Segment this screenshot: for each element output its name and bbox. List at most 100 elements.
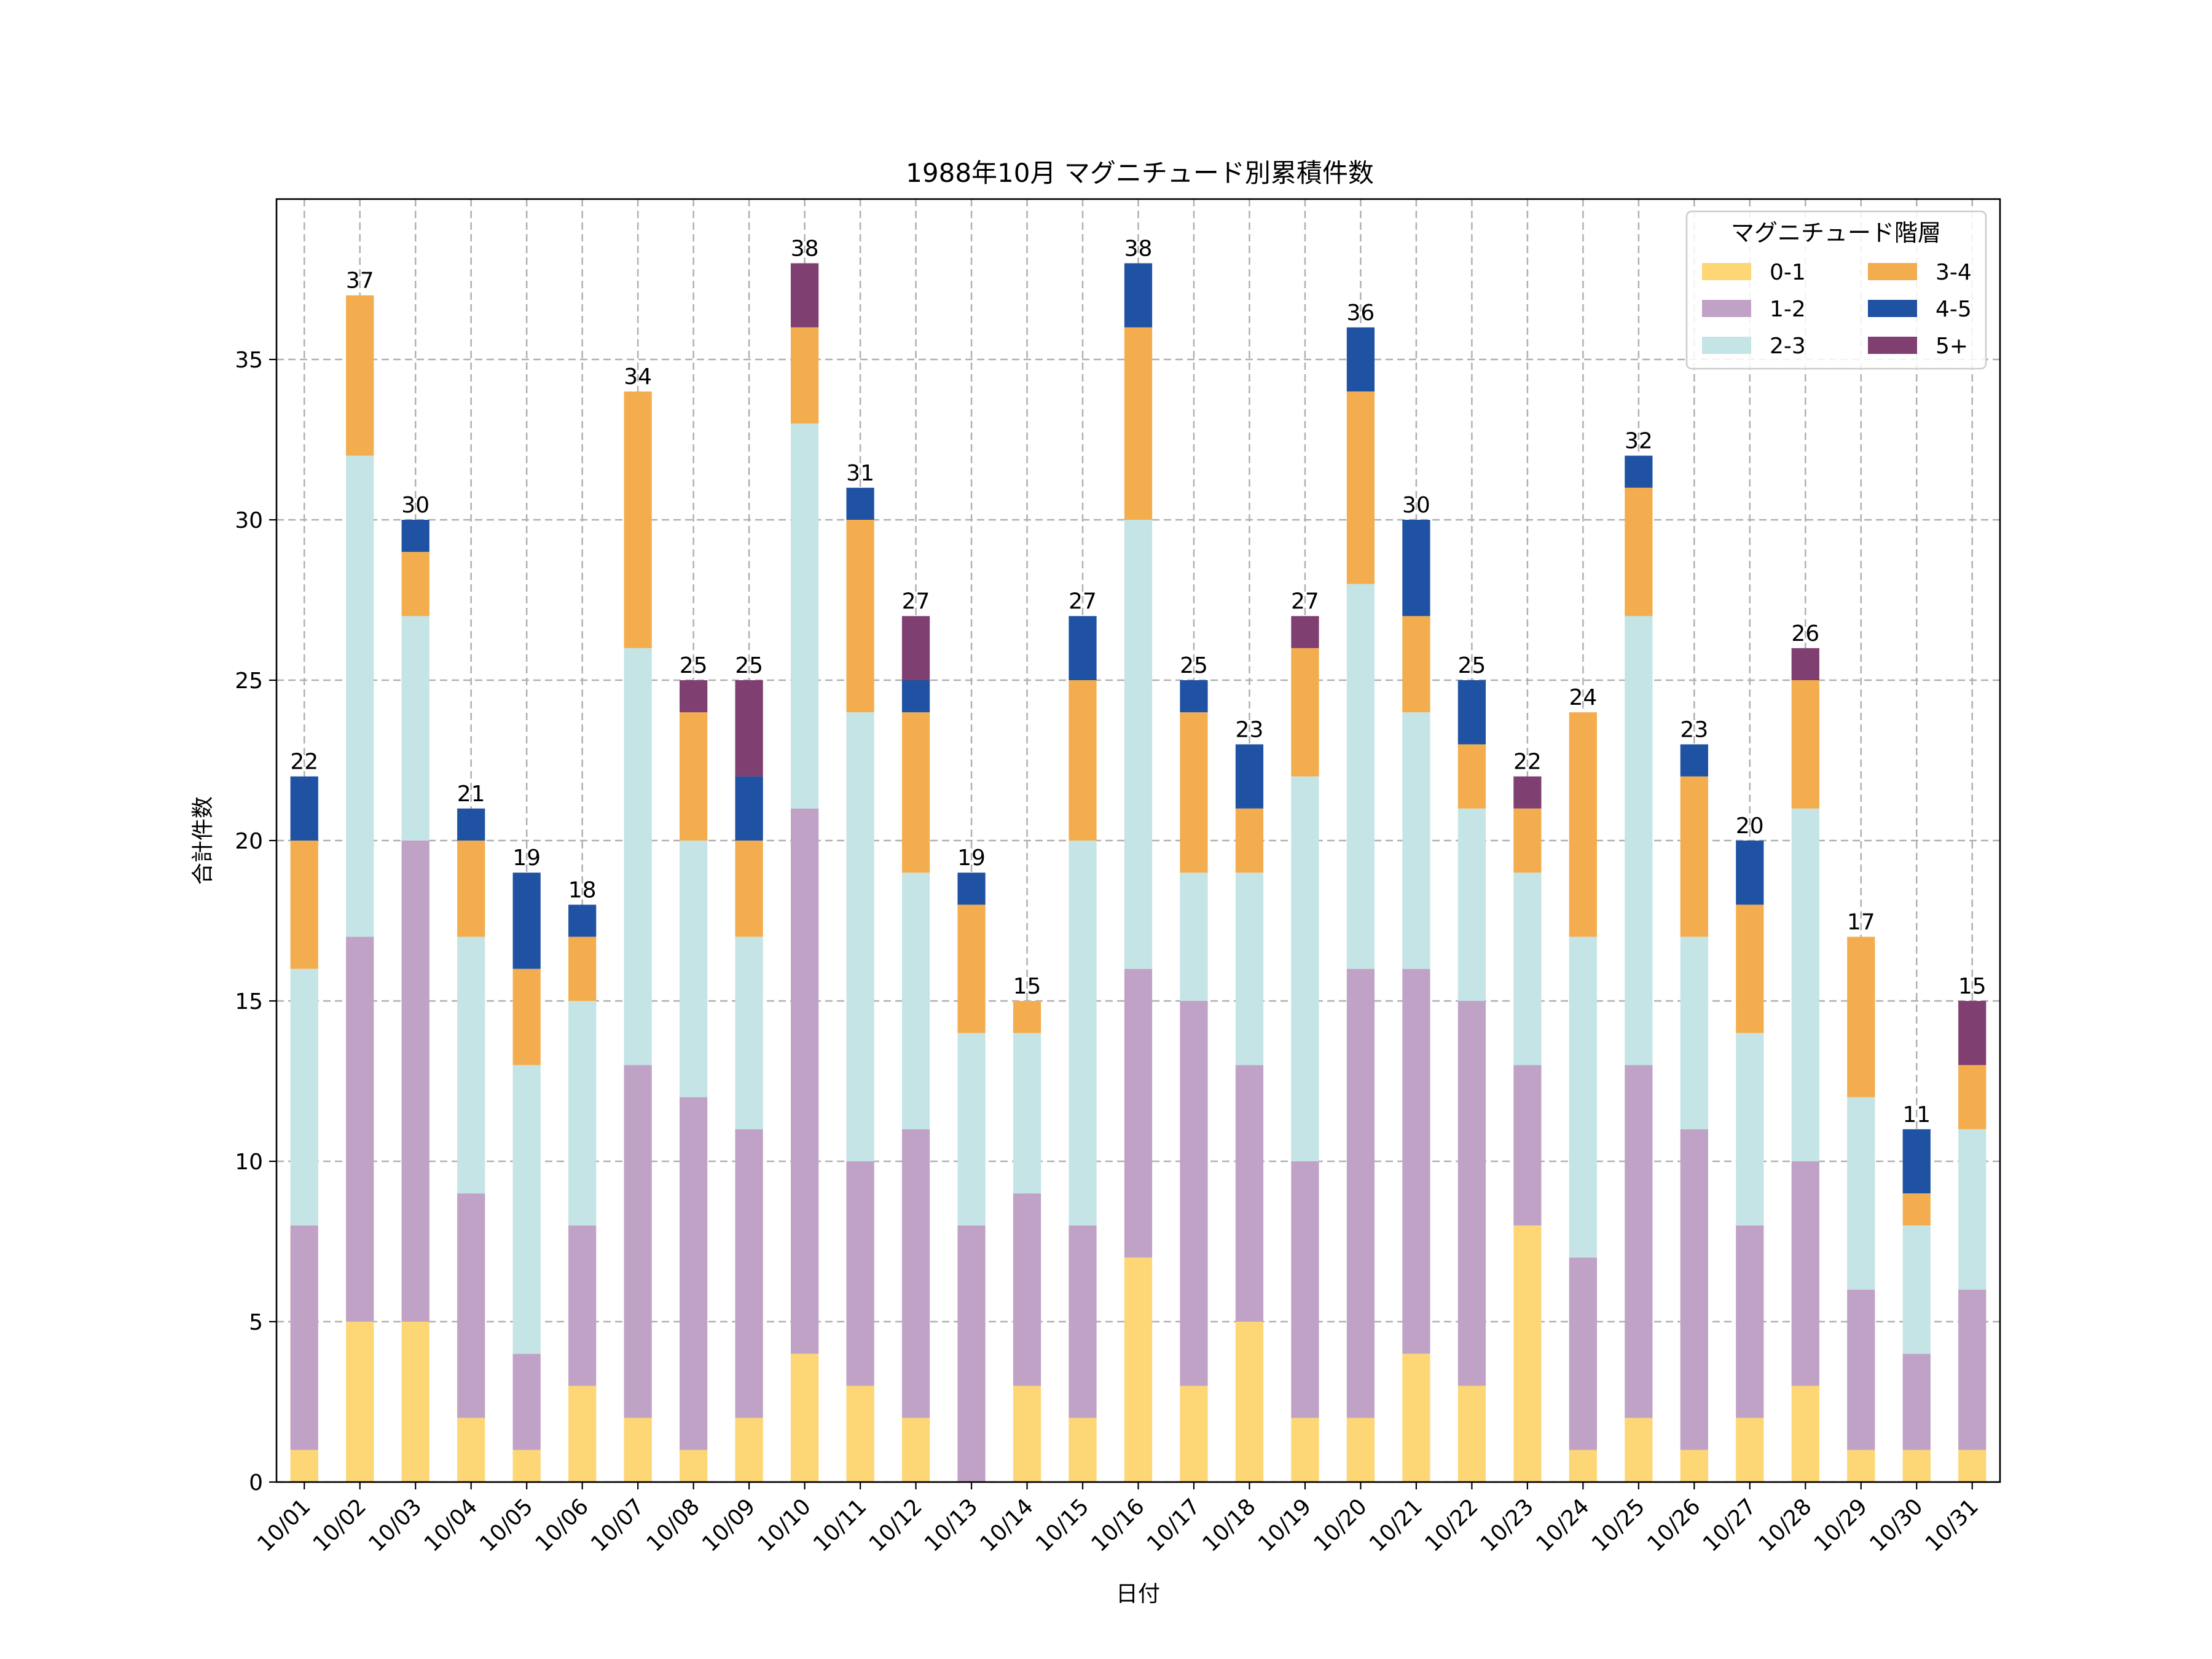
bar-segment-2-3	[1847, 1097, 1875, 1290]
bar-segment-0-1	[1569, 1449, 1597, 1482]
bar-segment-5+	[901, 616, 930, 680]
y-tick-label: 5	[249, 1310, 263, 1335]
bar-segment-2-3	[624, 648, 652, 1065]
bar-segment-3-4	[624, 391, 652, 648]
bar-segment-3-4	[568, 936, 597, 1001]
total-label: 22	[1513, 750, 1542, 775]
bar-segment-3-4	[1124, 327, 1153, 520]
y-tick-label: 10	[235, 1150, 263, 1175]
bar-segment-0-1	[624, 1418, 652, 1482]
total-label: 25	[1457, 653, 1486, 678]
chart-title: 1988年10月 マグニチュード別累積件数	[906, 158, 1374, 188]
total-label: 19	[957, 845, 986, 871]
bar-segment-3-4	[1013, 1001, 1041, 1033]
legend-swatch-0-1	[1702, 263, 1751, 280]
bar-segment-1-2	[1346, 968, 1375, 1418]
total-label: 30	[401, 493, 429, 518]
bar-segment-5+	[735, 680, 763, 777]
bar-segment-3-4	[1847, 936, 1875, 1097]
bar-segment-3-4	[1069, 680, 1097, 841]
total-label: 36	[1347, 300, 1375, 326]
legend-swatch-3-4	[1868, 263, 1917, 280]
bar-segment-4-5	[512, 873, 541, 969]
bar-segment-3-4	[735, 841, 763, 937]
bar-segment-3-4	[1457, 744, 1486, 809]
bar-segment-4-5	[457, 808, 485, 841]
legend-items: 0-1 1-2 2-3 3-4 4-5 5+	[1702, 260, 1972, 359]
bar-segment-2-3	[735, 936, 763, 1129]
bar-segment-1-2	[1847, 1289, 1875, 1450]
bar-segment-2-3	[1902, 1225, 1931, 1354]
bar-segment-3-4	[1791, 680, 1819, 809]
bar-segment-2-3	[290, 968, 318, 1226]
legend-swatch-2-3	[1702, 337, 1751, 354]
bar-segment-1-2	[624, 1065, 652, 1418]
bar-segment-4-5	[1124, 263, 1153, 327]
data-labels: 22 37 30 21 19 18 34 25 25 38 31 27 19 15 27 38 25 23 27 36…	[290, 236, 1986, 1127]
bar-segment-0-1	[1402, 1354, 1430, 1482]
bar-segment-2-3	[1402, 712, 1430, 969]
bar-segment-3-4	[1680, 776, 1708, 937]
bar-segment-4-5	[1235, 744, 1264, 809]
bar-segment-0-1	[457, 1418, 485, 1482]
total-label: 18	[568, 877, 597, 903]
bar-segment-0-1	[1013, 1386, 1041, 1482]
y-tick-label: 30	[235, 508, 263, 533]
bar-segment-1-2	[512, 1354, 541, 1450]
bar-segment-1-2	[1680, 1129, 1708, 1450]
bar-segment-4-5	[1180, 680, 1208, 713]
bar-segment-1-2	[790, 808, 819, 1354]
bar-segment-2-3	[901, 873, 930, 1129]
y-axis-label: 合計件数	[190, 796, 216, 885]
bar-segment-3-4	[680, 712, 708, 841]
bar-segment-2-3	[1346, 584, 1375, 969]
y-tick-label: 25	[235, 669, 263, 694]
y-tick-label: 20	[235, 829, 263, 854]
bar-segment-0-1	[1791, 1386, 1819, 1482]
bar-segment-1-2	[346, 936, 374, 1322]
bar-segment-3-4	[1736, 904, 1764, 1033]
total-label: 37	[346, 269, 374, 294]
legend-label-0-1: 0-1	[1770, 260, 1806, 285]
total-label: 31	[846, 461, 874, 486]
bar-segment-0-1	[1902, 1449, 1931, 1482]
bar-segment-4-5	[1902, 1129, 1931, 1194]
bar-segment-1-2	[1902, 1354, 1931, 1450]
bar-segment-2-3	[957, 1033, 986, 1226]
bar-segment-3-4	[1569, 712, 1597, 937]
bar-segment-2-3	[1736, 1033, 1764, 1226]
bar-segment-1-2	[568, 1225, 597, 1386]
total-label: 24	[1569, 685, 1597, 710]
total-label: 22	[290, 750, 318, 775]
bar-segment-0-1	[680, 1449, 708, 1482]
bar-segment-3-4	[1180, 712, 1208, 873]
bar-segment-2-3	[1958, 1129, 1986, 1290]
total-label: 26	[1791, 621, 1819, 646]
total-label: 30	[1402, 493, 1430, 518]
bar-segment-1-2	[1958, 1289, 1986, 1450]
bar-segment-3-4	[957, 904, 986, 1033]
bar-segment-1-2	[1069, 1225, 1097, 1418]
bar-segment-0-1	[290, 1449, 318, 1482]
bar-segment-3-4	[1902, 1193, 1931, 1226]
legend-title: マグニチュード階層	[1731, 219, 1941, 246]
bar-segment-3-4	[1402, 616, 1430, 713]
legend-swatch-4-5	[1868, 300, 1917, 317]
bar-segment-1-2	[401, 841, 429, 1322]
bar-segment-0-1	[1235, 1322, 1264, 1482]
bar-segment-4-5	[1625, 455, 1653, 488]
bar-segment-3-4	[790, 327, 819, 424]
bar-segment-0-1	[568, 1386, 597, 1482]
bar-segment-1-2	[1457, 1001, 1486, 1386]
bar-segment-0-1	[346, 1322, 374, 1482]
total-label: 25	[735, 653, 763, 678]
bar-segment-3-4	[290, 841, 318, 969]
bar-segment-1-2	[735, 1129, 763, 1418]
bar-segment-4-5	[401, 520, 429, 552]
legend: マグニチュード階層 0-1 1-2 2-3 3-4 4-5 5+	[1685, 210, 1987, 370]
bar-segment-2-3	[846, 712, 874, 1161]
bar-segment-2-3	[1457, 808, 1486, 1001]
bar-segment-2-3	[346, 455, 374, 937]
total-label: 23	[1236, 717, 1264, 742]
bar-segment-4-5	[846, 487, 874, 520]
